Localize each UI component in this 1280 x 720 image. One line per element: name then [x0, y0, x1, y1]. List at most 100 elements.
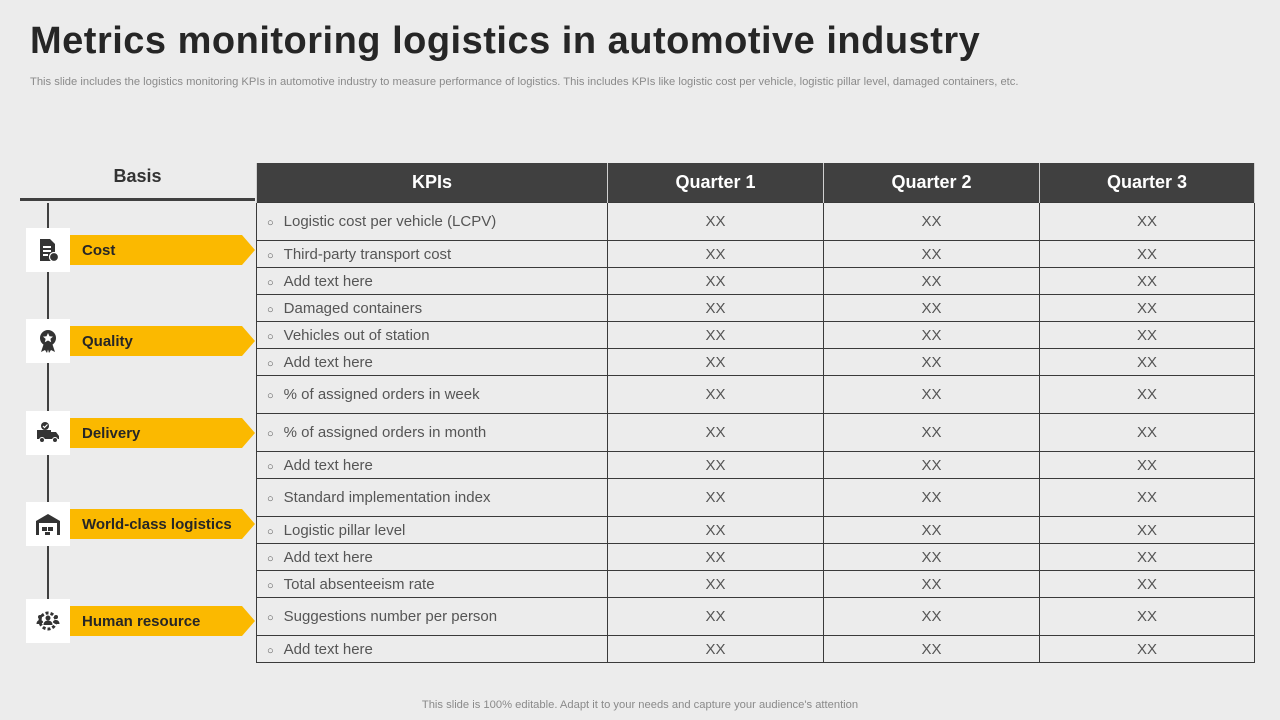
quarter-1-value: XX	[607, 321, 824, 349]
quarter-2-value: XX	[823, 375, 1040, 414]
table-row: ○ Add text here XX XX XX	[256, 348, 1255, 376]
header-kpis: KPIs	[256, 163, 608, 203]
quarter-3-value: XX	[1039, 597, 1255, 636]
kpi-label: Logistic pillar level	[283, 521, 406, 539]
category-cost: Cost	[26, 228, 256, 272]
bullet-icon: ○	[267, 217, 274, 229]
bullet-icon: ○	[267, 428, 274, 440]
category-label: World-class logistics	[70, 509, 255, 539]
quarter-2-value: XX	[823, 240, 1040, 268]
page-subtitle: This slide includes the logistics monito…	[30, 76, 1019, 88]
award-badge-icon	[26, 319, 70, 363]
quarter-1-value: XX	[607, 294, 824, 322]
delivery-truck-icon	[26, 411, 70, 455]
quarter-2-value: XX	[823, 451, 1040, 479]
category-label: Quality	[70, 326, 255, 356]
table-row: ○ Logistic cost per vehicle (LCPV) XX XX XX	[256, 202, 1255, 241]
quarter-2-value: XX	[823, 202, 1040, 241]
quarter-3-value: XX	[1039, 570, 1255, 598]
table-row: ○ Standard implementation index XX XX XX	[256, 478, 1255, 517]
bullet-icon: ○	[267, 552, 274, 565]
quarter-1-value: XX	[607, 267, 824, 295]
category-human-resource: Human resource	[26, 599, 256, 643]
bullet-icon: ○	[267, 525, 274, 538]
document-cost-icon	[26, 228, 70, 272]
quarter-3-value: XX	[1039, 478, 1255, 517]
quarter-1-value: XX	[607, 348, 824, 376]
kpi-cell: ○ % of assigned orders in month	[256, 413, 608, 452]
bullet-icon: ○	[267, 276, 274, 289]
kpi-cell: ○ Add text here	[256, 267, 608, 295]
page-title: Metrics monitoring logistics in automoti…	[30, 20, 981, 62]
kpi-cell: ○ Vehicles out of station	[256, 321, 608, 349]
kpi-label: Total absenteeism rate	[283, 575, 435, 593]
bullet-icon: ○	[267, 390, 274, 402]
quarter-1-value: XX	[607, 570, 824, 598]
kpi-cell: ○ Total absenteeism rate	[256, 570, 608, 598]
warehouse-icon	[26, 502, 70, 546]
kpi-label: Add text here	[283, 548, 373, 566]
table-row: ○ Damaged containers XX XX XX	[256, 294, 1255, 322]
table-row: ○ Add text here XX XX XX	[256, 543, 1255, 571]
category-label: Delivery	[70, 418, 255, 448]
quarter-3-value: XX	[1039, 543, 1255, 571]
table-row: ○ Suggestions number per person XX XX XX	[256, 597, 1255, 636]
quarter-1-value: XX	[607, 413, 824, 452]
table-row: ○ Third-party transport cost XX XX XX	[256, 240, 1255, 268]
bullet-icon: ○	[267, 612, 274, 624]
kpi-cell: ○ Logistic cost per vehicle (LCPV)	[256, 202, 608, 241]
quarter-1-value: XX	[607, 597, 824, 636]
quarter-2-value: XX	[823, 321, 1040, 349]
quarter-2-value: XX	[823, 294, 1040, 322]
header-quarter-3: Quarter 3	[1039, 163, 1255, 203]
quarter-1-value: XX	[607, 375, 824, 414]
quarter-2-value: XX	[823, 543, 1040, 571]
quarter-2-value: XX	[823, 570, 1040, 598]
kpi-label: % of assigned orders in month	[283, 424, 487, 441]
quarter-2-value: XX	[823, 348, 1040, 376]
people-gear-icon	[26, 599, 70, 643]
quarter-3-value: XX	[1039, 348, 1255, 376]
header-quarter-2: Quarter 2	[823, 163, 1040, 203]
bullet-icon: ○	[267, 249, 274, 262]
bullet-icon: ○	[267, 460, 274, 473]
quarter-3-value: XX	[1039, 294, 1255, 322]
quarter-2-value: XX	[823, 267, 1040, 295]
kpi-cell: ○ Add text here	[256, 451, 608, 479]
kpi-cell: ○ Add text here	[256, 635, 608, 663]
kpi-label: Add text here	[283, 353, 373, 371]
category-world-class-logistics: World-class logistics	[26, 502, 256, 546]
quarter-1-value: XX	[607, 516, 824, 544]
bullet-icon: ○	[267, 579, 274, 592]
category-label: Human resource	[70, 606, 255, 636]
table-row: ○% of assigned orders in week XX XX XX	[256, 375, 1255, 414]
quarter-3-value: XX	[1039, 321, 1255, 349]
table-row: ○ Add text here XX XX XX	[256, 451, 1255, 479]
table-row: ○ Add text here XX XX XX	[256, 267, 1255, 295]
table-header-row: KPIs Quarter 1 Quarter 2 Quarter 3	[256, 163, 1255, 203]
quarter-3-value: XX	[1039, 516, 1255, 544]
kpi-label: Suggestions number per person	[283, 608, 498, 625]
table-row: ○ Add text here XX XX XX	[256, 635, 1255, 663]
bullet-icon: ○	[267, 303, 274, 316]
kpi-cell: ○ % of assigned orders in week	[256, 375, 608, 414]
quarter-2-value: XX	[823, 413, 1040, 452]
category-delivery: Delivery	[26, 411, 256, 455]
quarter-3-value: XX	[1039, 240, 1255, 268]
kpi-label: Add text here	[283, 272, 373, 290]
quarter-1-value: XX	[607, 451, 824, 479]
table-row: ○ Logistic pillar level XX XX XX	[256, 516, 1255, 544]
quarter-2-value: XX	[823, 635, 1040, 663]
quarter-1-value: XX	[607, 635, 824, 663]
kpi-cell: ○ Suggestions number per person	[256, 597, 608, 636]
kpi-cell: ○ Logistic pillar level	[256, 516, 608, 544]
basis-header: Basis	[20, 163, 255, 201]
kpi-label: % of assigned orders in week	[283, 386, 480, 403]
kpi-label: Third-party transport cost	[283, 245, 452, 263]
quarter-3-value: XX	[1039, 451, 1255, 479]
table-row: ○ Vehicles out of station XX XX XX	[256, 321, 1255, 349]
quarter-3-value: XX	[1039, 267, 1255, 295]
quarter-2-value: XX	[823, 516, 1040, 544]
kpi-cell: ○ Add text here	[256, 543, 608, 571]
kpi-cell: ○ Damaged containers	[256, 294, 608, 322]
